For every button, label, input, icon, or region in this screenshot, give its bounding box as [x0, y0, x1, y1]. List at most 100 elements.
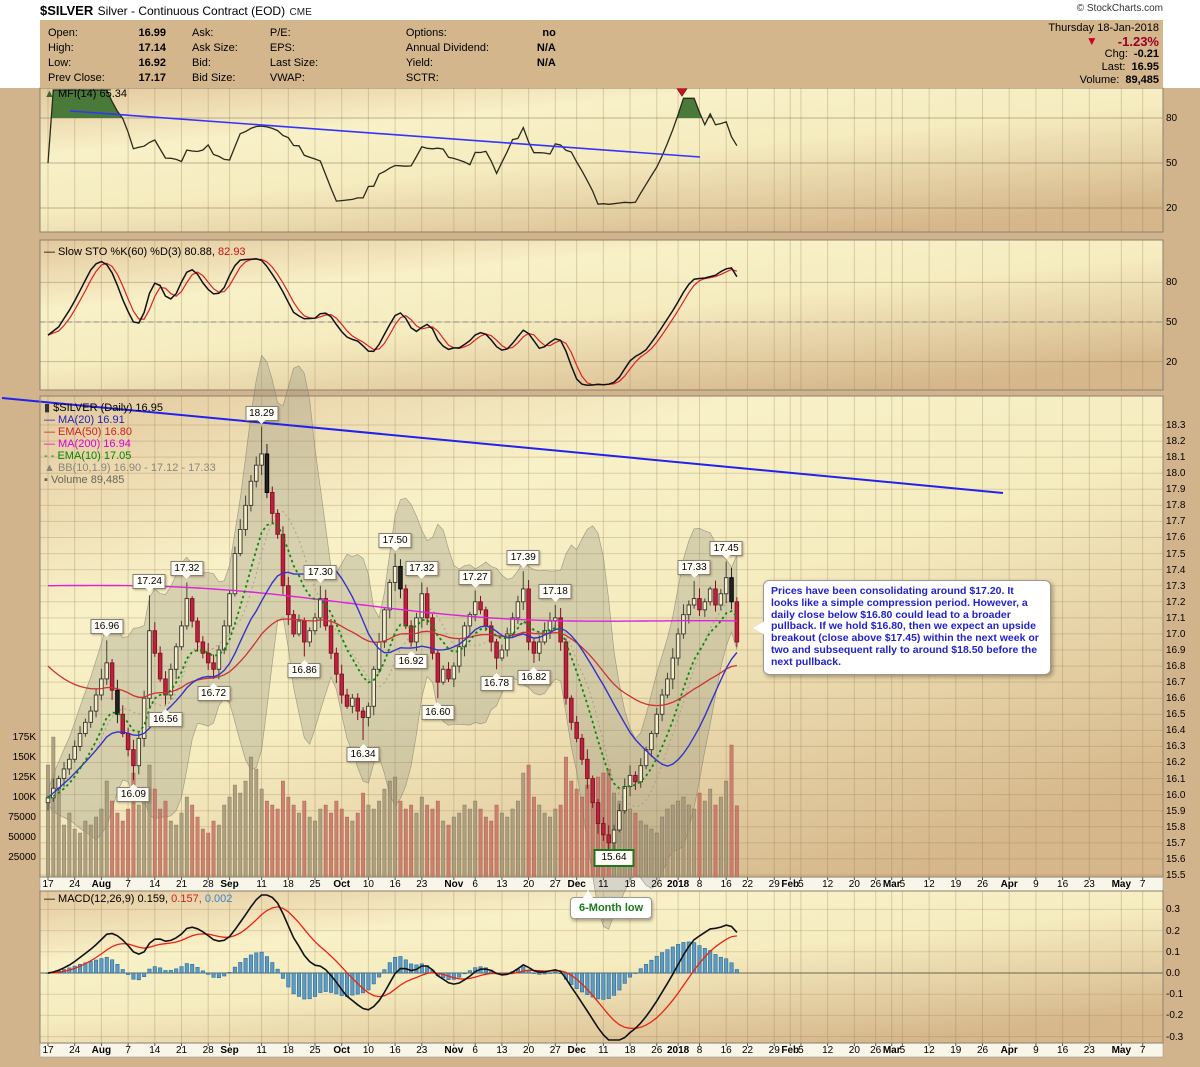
exchange-label: CME [289, 7, 312, 18]
analyst-note: Prices have been consolidating around $1… [753, 580, 1051, 675]
legend-line: — EMA(50) 16.80 [44, 426, 216, 438]
legend-text: 82.93 [214, 246, 246, 258]
quote-column-4: Options: no Annual Dividend: N/A Yield: N/A SC… [406, 26, 556, 85]
x-axis-tick: 16 [720, 1045, 732, 1056]
x-axis-tick: 6 [472, 879, 478, 890]
x-axis-tick: 11 [598, 1045, 609, 1056]
quote-row: Ask: [192, 26, 244, 40]
quote-field-label: Options: [405, 27, 447, 39]
x-axis-tick: Nov [444, 1045, 464, 1056]
quote-row: Low: 16.92 [48, 56, 166, 70]
mfi-axis-label: 80 [1166, 113, 1178, 124]
quote-field-label: Yield: [405, 57, 433, 69]
x-axis-tick: 11 [598, 879, 609, 890]
price-flag: 16.72 [197, 682, 231, 701]
price-axis-label: 16.4 [1166, 725, 1186, 737]
x-axis-tick: Feb [781, 879, 800, 890]
x-axis-tick: 18 [282, 879, 294, 890]
x-axis-tick: Mar [882, 1045, 901, 1056]
x-axis-tick: 26 [976, 879, 989, 890]
quote-field-label: VWAP: [269, 72, 305, 84]
x-axis-tick: 24 [69, 879, 81, 890]
volume-label: Volume: [1079, 74, 1120, 86]
price-flag: 16.82 [517, 666, 551, 685]
six-month-low-price-box: 15.64 [593, 849, 635, 867]
quote-field-label: P/E: [269, 27, 291, 39]
x-axis-tick: 26 [651, 1045, 663, 1056]
macd-axis-label: -0.2 [1166, 1010, 1184, 1022]
x-axis-tick: 19 [950, 1045, 962, 1056]
symbol-description: Silver - Continuous Contract (EOD) [97, 4, 286, 18]
macd-axis-label: 0.1 [1166, 946, 1180, 958]
price-flag: 17.33 [677, 559, 711, 578]
price-axis-label: 16.1 [1166, 773, 1186, 785]
volume-axis-label: 75000 [8, 812, 36, 823]
quote-field-value: N/A [536, 57, 556, 69]
price-axis-label: 16.0 [1166, 789, 1186, 801]
x-axis-tick: 18 [282, 1045, 294, 1056]
x-axis-tick: 26 [870, 1045, 882, 1056]
quote-field-label: High: [48, 42, 74, 54]
legend-text: 0.157, [168, 893, 202, 905]
volume-value: 89,485 [1125, 74, 1159, 86]
price-flag: 17.32 [405, 561, 439, 580]
x-axis-tick: 12 [822, 1045, 834, 1056]
price-axis-label: 17.4 [1166, 564, 1186, 576]
quote-date: Thursday 18-Jan-2018 [1048, 22, 1159, 34]
legend-text: $SILVER (Daily) 16.95 [50, 402, 163, 414]
x-axis-tick: Nov [444, 879, 464, 890]
x-axis-tick: May [1111, 879, 1132, 890]
x-axis-tick: 14 [149, 1045, 161, 1056]
macd-axis-label: -0.1 [1166, 989, 1184, 1001]
quote-column-1: Open: 16.99 High: 17.14 Low: 16.92 Prev Close:… [48, 26, 166, 85]
price-flag: 17.32 [170, 561, 204, 580]
price-flag: 16.34 [346, 743, 380, 762]
down-triangle-icon: ▼ [1085, 34, 1098, 48]
sto-axis-label: 50 [1166, 317, 1178, 328]
quote-field-label: Bid Size: [192, 72, 236, 84]
x-axis-tick: 7 [1139, 1045, 1146, 1056]
mfi-legend: ▲ MFI(14) 65.34 [44, 88, 127, 100]
volume-axis-label: 50000 [8, 832, 36, 843]
x-axis-tick: 9 [1033, 879, 1039, 890]
price-flag: 16.92 [394, 650, 428, 669]
price-flag: 17.45 [709, 540, 743, 559]
quote-row: P/E: [270, 26, 380, 40]
chg-value: -0.21 [1133, 48, 1159, 60]
price-flag: 17.18 [538, 583, 572, 602]
percent-change: -1.23% [1117, 34, 1159, 49]
title-bar: $SILVER Silver - Continuous Contract (EO… [40, 2, 1163, 18]
x-axis-tick: 6 [472, 1045, 478, 1056]
x-axis-tick: 11 [256, 879, 267, 890]
x-axis-tick: 17 [42, 1045, 54, 1056]
x-axis-tick: 20 [848, 879, 860, 890]
quote-row: High: 17.14 [48, 41, 166, 55]
price-flag: 16.09 [116, 784, 150, 803]
price-axis-label: 17.7 [1166, 516, 1186, 528]
x-axis-tick: 10 [362, 1045, 374, 1056]
legend-text: — MA(200) 16.94 [44, 438, 131, 450]
quote-field-label: Low: [48, 57, 72, 69]
volume-axis-label: 100K [12, 792, 36, 803]
macd-axis-label: 0.2 [1166, 925, 1180, 937]
quote-field-label: Prev Close: [48, 72, 105, 84]
price-axis-label: 15.5 [1166, 869, 1186, 881]
quote-row: Last Size: [270, 56, 380, 70]
x-axis-tick: 16 [389, 879, 401, 890]
quote-row: Prev Close: 17.17 [48, 71, 166, 85]
legend-text: MFI(14) 65.34 [54, 88, 128, 100]
price-axis-label: 16.7 [1166, 677, 1186, 689]
quote-row: SCTR: [406, 71, 556, 85]
x-axis-tick: 8 [696, 1045, 703, 1056]
price-flag: 16.86 [287, 660, 321, 679]
x-axis-tick: May [1111, 1045, 1132, 1056]
x-axis-tick: Sep [220, 1045, 239, 1056]
price-axis-label: 16.9 [1166, 644, 1186, 656]
legend-line: — MACD(12,26,9) 0.159, 0.157, 0.002 [44, 893, 232, 905]
legend-text: — MACD(12,26,9) 0.159, [44, 893, 169, 905]
quote-field-label: Open: [48, 27, 78, 39]
legend-text: 0.002 [201, 893, 233, 905]
x-axis-tick: 20 [523, 879, 535, 890]
legend-line: ▲ MFI(14) 65.34 [44, 88, 127, 100]
